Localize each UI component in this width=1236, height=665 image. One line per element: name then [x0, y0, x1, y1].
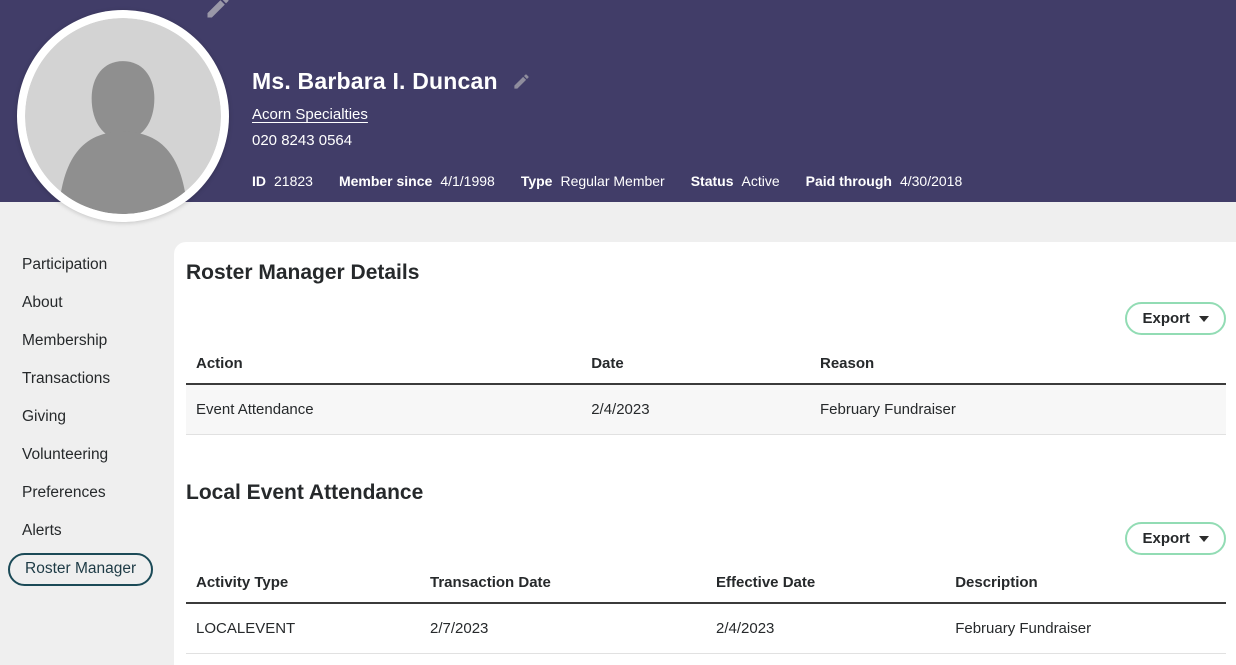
- table-header-row: Action Date Reason: [186, 349, 1226, 385]
- caret-down-icon: [1199, 535, 1209, 542]
- sidebar-item-transactions[interactable]: Transactions: [22, 370, 111, 387]
- cell-reason: February Fundraiser: [819, 401, 956, 418]
- meta-status: Status Active: [690, 173, 780, 189]
- sidebar-item-participation[interactable]: Participation: [22, 256, 108, 273]
- column-header-date: Date: [591, 355, 624, 372]
- meta-id: ID 21823: [252, 173, 313, 189]
- profile-sidebar: Participation About Membership Transacti…: [0, 246, 174, 588]
- person-silhouette-icon: [25, 18, 221, 214]
- table-row: Event Attendance 2/4/2023 February Fundr…: [186, 385, 1226, 435]
- local-event-attendance-table: Activity Type Transaction Date Effective…: [186, 568, 1226, 654]
- section-title-local-event-attendance: Local Event Attendance: [186, 481, 424, 504]
- sidebar-item-volunteering[interactable]: Volunteering: [22, 446, 109, 463]
- section-title-roster-manager-details: Roster Manager Details: [186, 261, 420, 284]
- cell-effective-date: 2/4/2023: [716, 620, 775, 637]
- meta-paid-through: Paid through 4/30/2018: [805, 173, 963, 189]
- member-meta-row: ID 21823 Member since 4/1/1998 Type Regu…: [252, 173, 962, 189]
- column-header-description: Description: [955, 574, 1038, 591]
- member-name: Ms. Barbara I. Duncan: [252, 68, 498, 94]
- table-header-row: Activity Type Transaction Date Effective…: [186, 568, 1226, 604]
- column-header-reason: Reason: [819, 355, 875, 372]
- sidebar-item-about[interactable]: About: [22, 294, 63, 311]
- cell-description: February Fundraiser: [955, 620, 1092, 637]
- roster-manager-details-table: Action Date Reason Event Attendance 2/4/…: [186, 349, 1226, 435]
- table-row: LOCALEVENT 2/7/2023 2/4/2023 February Fu…: [186, 604, 1226, 654]
- column-header-action: Action: [196, 355, 243, 372]
- sidebar-item-alerts[interactable]: Alerts: [22, 522, 62, 539]
- sidebar-item-roster-manager[interactable]: Roster Manager: [0, 550, 174, 588]
- avatar: [17, 10, 229, 222]
- export-button-roster-details[interactable]: Export: [1125, 302, 1226, 335]
- caret-down-icon: [1199, 315, 1209, 322]
- sidebar-item-membership[interactable]: Membership: [22, 332, 108, 349]
- main-content-card: Roster Manager Details Export Action Dat…: [174, 242, 1236, 665]
- sidebar-item-giving[interactable]: Giving: [22, 408, 66, 425]
- cell-transaction-date: 2/7/2023: [430, 620, 489, 637]
- phone-number: 020 8243 0564: [252, 132, 353, 149]
- sidebar-item-preferences[interactable]: Preferences: [22, 484, 106, 501]
- column-header-activity-type: Activity Type: [196, 574, 289, 591]
- export-button-local-events[interactable]: Export: [1125, 522, 1226, 555]
- cell-action: Event Attendance: [196, 401, 314, 418]
- cell-date: 2/4/2023: [591, 401, 650, 418]
- meta-type: Type Regular Member: [520, 173, 665, 189]
- cell-activity-type: LOCALEVENT: [196, 620, 296, 637]
- column-header-transaction-date: Transaction Date: [430, 574, 551, 591]
- column-header-effective-date: Effective Date: [716, 574, 816, 591]
- meta-member-since: Member since 4/1/1998: [338, 173, 495, 189]
- company-link[interactable]: Acorn Specialties: [252, 106, 368, 123]
- header-edit-pencil-icon[interactable]: [204, 0, 232, 21]
- name-edit-pencil-icon[interactable]: [512, 72, 531, 91]
